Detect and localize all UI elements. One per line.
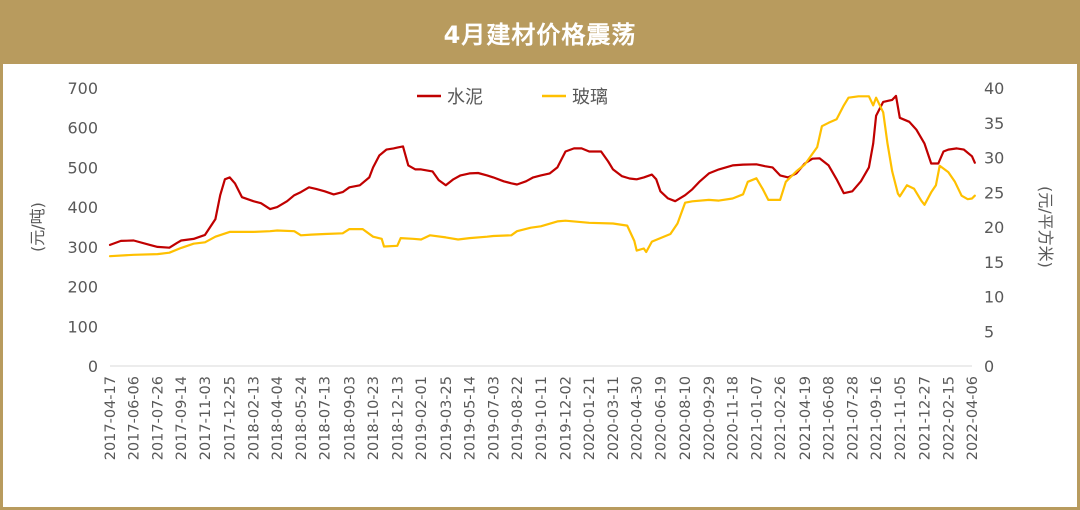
series-line-cement xyxy=(108,94,976,249)
series-line-glass xyxy=(108,95,976,258)
title-bar: 4月建材价格震荡 xyxy=(3,0,1077,64)
y-right-tick-label: 0 xyxy=(984,357,994,376)
x-tick-label: 2017-04-17 xyxy=(103,376,119,460)
x-tick-label: 2017-12-25 xyxy=(223,376,239,460)
y-right-tick-label: 5 xyxy=(984,322,994,341)
x-tick-label: 2019-03-25 xyxy=(439,376,455,460)
x-tick-label: 2017-09-14 xyxy=(174,376,190,460)
x-tick-label: 2017-11-03 xyxy=(198,376,214,460)
x-tick-label: 2021-02-26 xyxy=(773,376,789,460)
x-tick-label: 2021-01-07 xyxy=(749,376,765,460)
x-tick-label: 2019-02-01 xyxy=(414,376,430,460)
x-tick-label: 2019-05-14 xyxy=(463,376,479,460)
dual-axis-line-chart: 0 100 200 300 400 500 600 700 0 5 10 15 20 25 30 35 40 (元… xyxy=(28,79,1055,460)
y-right-tick-label: 10 xyxy=(984,288,1004,307)
x-tick-label: 2019-10-11 xyxy=(534,376,550,460)
x-tick-label: 2021-11-05 xyxy=(893,376,909,460)
y-left-tick-label: 300 xyxy=(67,238,98,257)
x-tick-label: 2020-06-19 xyxy=(653,376,669,460)
x-tick-label: 2022-04-06 xyxy=(965,376,981,460)
y-left-tick-label: 0 xyxy=(88,357,98,376)
x-tick-label: 2017-06-06 xyxy=(127,376,143,460)
x-tick-label: 2018-09-03 xyxy=(342,376,358,460)
x-tick-label: 2022-02-15 xyxy=(941,376,957,460)
page-title: 4月建材价格震荡 xyxy=(443,20,637,49)
x-tick-label: 2018-05-24 xyxy=(294,376,310,460)
y-left-tick-label: 600 xyxy=(67,119,98,138)
x-tick-label: 2019-07-03 xyxy=(486,376,502,460)
y-right-tick-label: 40 xyxy=(984,79,1004,98)
y-right-tick-label: 15 xyxy=(984,253,1004,272)
y-left-tick-label: 700 xyxy=(67,79,98,98)
x-tick-label: 2021-04-19 xyxy=(798,376,814,460)
x-tick-label: 2021-07-28 xyxy=(845,376,861,460)
y-right-tick-label: 30 xyxy=(984,149,1004,168)
y-right-tick-label: 35 xyxy=(984,114,1004,133)
x-tick-label: 2020-04-30 xyxy=(630,376,646,460)
x-tick-label: 2020-09-29 xyxy=(702,376,718,460)
x-tick-label: 2018-04-04 xyxy=(270,376,286,460)
x-tick-label: 2018-12-13 xyxy=(390,376,406,460)
x-tick-label: 2020-11-18 xyxy=(726,376,742,460)
y-right-tick-label: 20 xyxy=(984,218,1004,237)
x-tick-label: 2020-01-21 xyxy=(582,376,598,460)
y-left-tick-label: 100 xyxy=(67,317,98,336)
x-tick-label: 2018-07-13 xyxy=(318,376,334,460)
legend-label-glass: 玻璃 xyxy=(572,87,608,108)
x-tick-label: 2020-03-11 xyxy=(606,376,622,460)
x-tick-label: 2019-08-22 xyxy=(510,376,526,460)
legend-label-cement: 水泥 xyxy=(447,87,483,108)
x-tick-label: 2017-07-26 xyxy=(150,376,166,460)
y-left-tick-label: 200 xyxy=(67,278,98,297)
x-tick-label: 2021-09-16 xyxy=(869,376,885,460)
x-tick-label: 2021-12-27 xyxy=(918,376,934,460)
y-right-axis-title: (元/平方米) xyxy=(1036,186,1055,268)
x-tick-label: 2018-02-13 xyxy=(246,376,262,460)
y-left-tick-label: 500 xyxy=(67,158,98,177)
y-right-tick-label: 25 xyxy=(984,183,1004,202)
y-left-axis-title: (元/吨) xyxy=(28,202,47,252)
x-tick-label: 2019-12-02 xyxy=(558,376,574,460)
y-left-tick-label: 400 xyxy=(67,198,98,217)
x-tick-label: 2021-06-08 xyxy=(822,376,838,460)
x-tick-label: 2020-08-10 xyxy=(678,376,694,460)
x-tick-label: 2018-10-23 xyxy=(366,376,382,460)
